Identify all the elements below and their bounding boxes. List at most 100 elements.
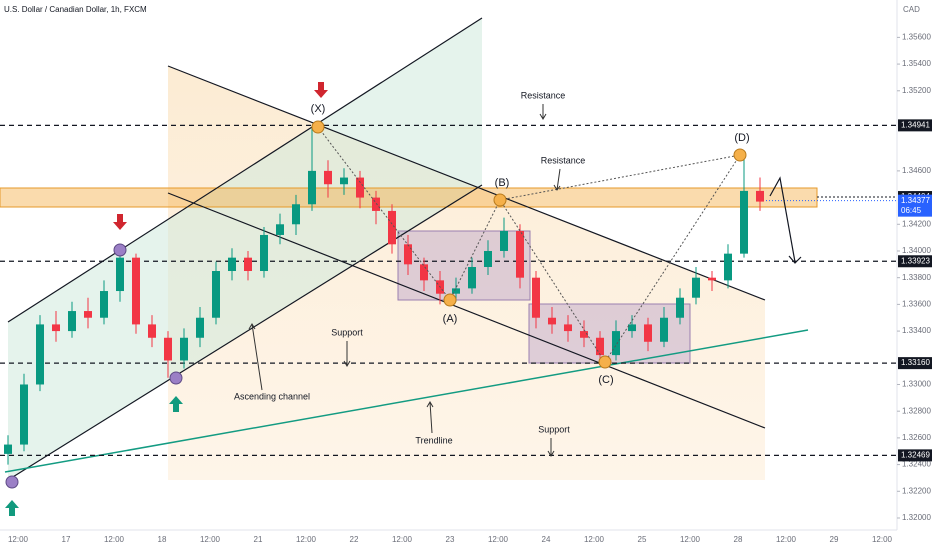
candle-body [20, 384, 28, 445]
candle-body [356, 177, 364, 198]
range-box [397, 230, 531, 301]
pointer [547, 438, 555, 457]
candle-body [404, 244, 412, 265]
levels [0, 124, 897, 457]
y-tick-label: 1.32800 [902, 406, 931, 415]
resistance-zone [0, 187, 818, 208]
pointer [248, 323, 263, 391]
wave-label: (B) [495, 177, 510, 189]
y-tick-label: 1.34200 [902, 219, 931, 228]
y-tick-label: 1.33000 [902, 380, 931, 389]
x-tick-label: 18 [158, 535, 167, 544]
candle-body [660, 317, 668, 342]
candle-body [340, 177, 348, 185]
wave-label: (D) [734, 132, 749, 144]
candle-body [580, 331, 588, 338]
candle-body [84, 311, 92, 318]
candle-body [484, 250, 492, 268]
x-tick-label: 29 [830, 535, 839, 544]
candle-body [500, 230, 508, 251]
candle-body [260, 234, 268, 272]
x-tick-label: 17 [62, 535, 71, 544]
pivot [169, 371, 183, 385]
pointer [343, 341, 351, 367]
countdown: 06:45 [901, 206, 922, 215]
wave-drawings [5, 82, 802, 516]
candle-body [676, 297, 684, 318]
pivot [113, 243, 127, 257]
x-tick-label: 12:00 [392, 535, 413, 544]
pivot [733, 148, 747, 162]
candle-body [36, 324, 44, 385]
candle-body [420, 264, 428, 281]
pivot [598, 355, 612, 369]
x-tick-label: 24 [542, 535, 551, 544]
price-label: 1.34941 [901, 120, 930, 129]
currency: CAD [903, 5, 920, 14]
annotation: Support [331, 327, 363, 337]
x-tick-label: 12:00 [776, 535, 797, 544]
channel-line [167, 192, 766, 429]
projection [769, 176, 796, 263]
pivot [5, 475, 19, 489]
candle-body [372, 197, 380, 211]
wave-path [499, 154, 741, 201]
x-tick-label: 12:00 [296, 535, 317, 544]
y-tick-label: 1.33800 [902, 273, 931, 282]
y-tick-label: 1.34000 [902, 246, 931, 255]
candle-body [148, 324, 156, 338]
annotation: Trendline [415, 435, 452, 445]
candle-body [164, 337, 172, 361]
wave-label: (C) [598, 374, 613, 386]
x-tick-label: 12:00 [680, 535, 701, 544]
channel-line [7, 184, 483, 481]
trendline [4, 329, 809, 473]
x-tick-label: 25 [638, 535, 647, 544]
projection-arrow [788, 255, 802, 264]
price-label-box [898, 194, 932, 217]
pointer [539, 104, 547, 120]
candle-body [452, 288, 460, 294]
candle-body [180, 337, 188, 361]
y-tick-label: 1.32200 [902, 486, 931, 495]
annotations: Resistance Resistance Support Support As… [234, 90, 750, 445]
up-arrow [169, 396, 183, 412]
x-tick-label: 21 [254, 535, 263, 544]
candle-body [308, 170, 316, 205]
candle-body [548, 317, 556, 325]
channel-line [7, 17, 483, 323]
y-tick-label: 1.35200 [902, 86, 931, 95]
down-arrow [314, 82, 328, 98]
candle-body [516, 230, 524, 278]
down-arrow [113, 214, 127, 230]
price-label-box [898, 357, 932, 370]
x-tick-label: 12:00 [104, 535, 125, 544]
candle-body [740, 190, 748, 254]
price-label: 1.32469 [901, 450, 930, 459]
candle-body [644, 324, 652, 342]
x-tick-label: 12:00 [200, 535, 221, 544]
candle-body [212, 271, 220, 318]
candle-body [564, 324, 572, 332]
x-tick-label: 22 [350, 535, 359, 544]
candle-body [612, 331, 620, 356]
wave-label: (A) [443, 313, 458, 325]
pointer [426, 401, 434, 434]
y-tick-label: 1.33400 [902, 326, 931, 335]
axes: 1.35600 1.35400 1.35200 1.34600 1.34200 1.340… [8, 32, 932, 544]
candle-body [708, 277, 716, 281]
x-tick-label: 28 [734, 535, 743, 544]
pivot [493, 193, 507, 207]
chart-title: U.S. Dollar / Canadian Dollar, 1h, FXCM [4, 5, 147, 14]
candle-body [132, 257, 140, 325]
candle-body [4, 444, 12, 454]
y-tick-label: 1.33600 [902, 299, 931, 308]
candle-body [292, 204, 300, 225]
candle-body [228, 257, 236, 272]
y-tick-label: 1.34600 [902, 166, 931, 175]
x-tick-label: 23 [446, 535, 455, 544]
candle-body [276, 224, 284, 235]
candle-body [388, 210, 396, 245]
x-tick-label: 12:00 [488, 535, 509, 544]
candle-body [468, 267, 476, 289]
